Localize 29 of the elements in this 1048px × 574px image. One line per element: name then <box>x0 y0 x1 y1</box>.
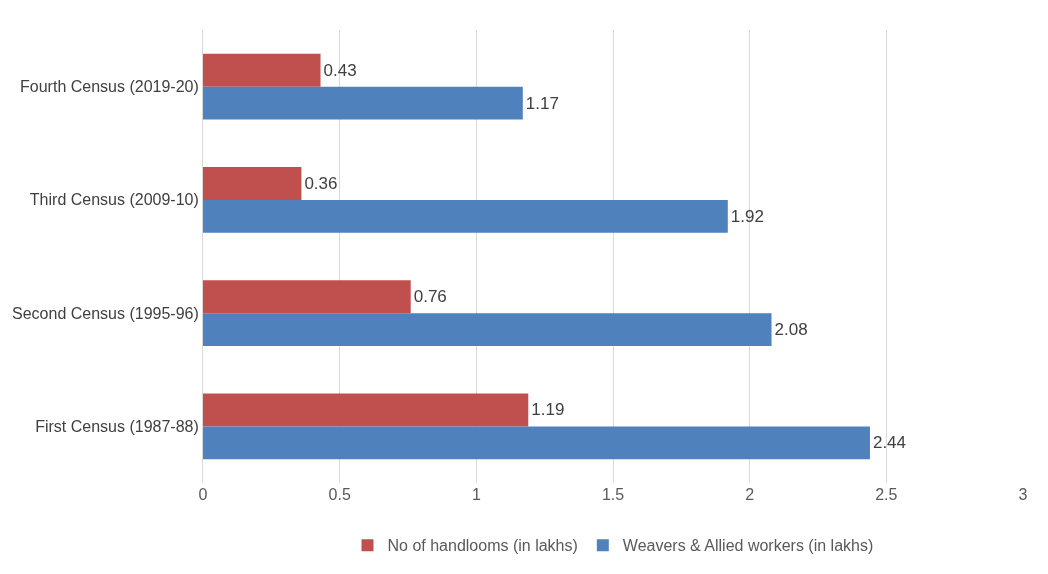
data-label: 1.92 <box>730 206 764 226</box>
bar <box>203 280 411 314</box>
legend-label: Weavers & Allied workers (in lakhs) <box>622 537 874 555</box>
data-label: 1.19 <box>531 400 565 420</box>
bar <box>203 313 772 346</box>
data-label: 2.44 <box>872 433 907 453</box>
bar <box>203 393 529 427</box>
x-tick-label: 2.5 <box>875 486 898 503</box>
bar <box>203 53 321 87</box>
x-tick-label: 0 <box>198 486 208 503</box>
y-tick-label: Third Census (2009-10) <box>29 191 199 209</box>
x-tick-label: 1 <box>471 486 481 503</box>
bar <box>203 86 523 120</box>
legend-label: No of handlooms (in lakhs) <box>387 537 578 555</box>
data-label: 0.76 <box>413 287 447 307</box>
data-label: 0.36 <box>304 173 338 193</box>
x-tick-label: 0.5 <box>328 486 351 503</box>
data-label: 2.08 <box>774 320 808 340</box>
bar <box>203 167 302 200</box>
y-tick-label: Second Census (1995-96) <box>12 304 199 322</box>
bar <box>203 199 728 233</box>
y-tick-label: Fourth Census (2019-20) <box>20 78 199 96</box>
x-tick-label: 3 <box>1018 486 1028 503</box>
data-label: 0.43 <box>323 60 357 80</box>
x-tick-label: 1.5 <box>601 486 625 503</box>
bar <box>203 426 870 460</box>
x-tick-label: 2 <box>745 486 755 503</box>
y-tick-label: First Census (1987-88) <box>35 417 199 435</box>
data-label: 1.17 <box>525 93 559 113</box>
